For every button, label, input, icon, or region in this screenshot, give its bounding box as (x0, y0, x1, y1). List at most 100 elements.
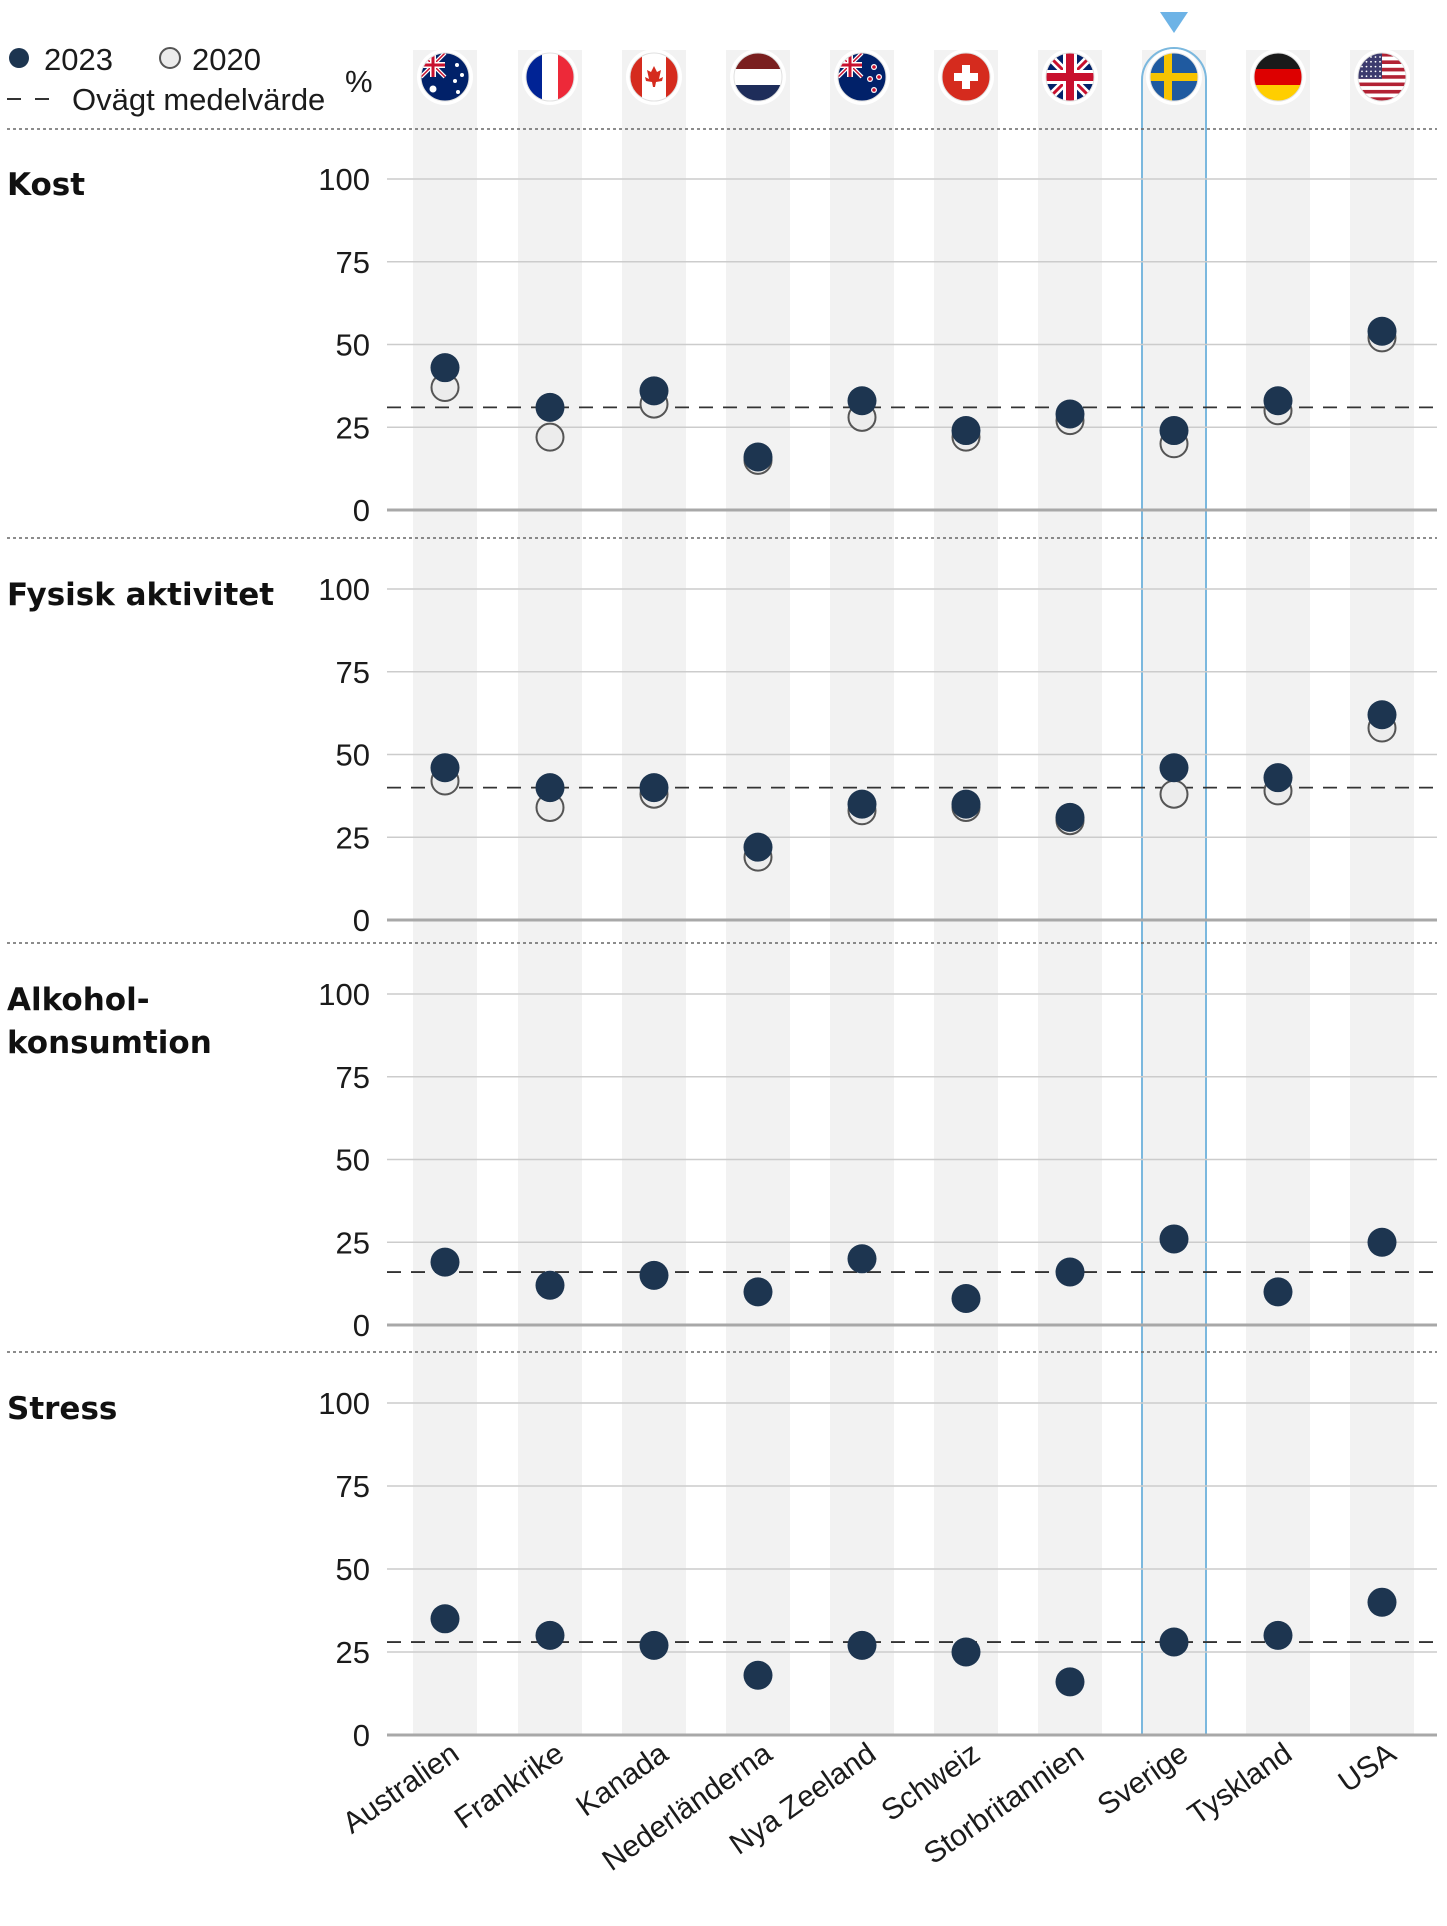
panel-2: Alkohol-konsumtion 0 25 50 75 100 (7, 942, 1437, 1343)
panel-3: Stress 0 25 50 75 100 (7, 1351, 1437, 1753)
dot-2023-kanada (639, 773, 669, 803)
usa-flag-icon (1354, 49, 1410, 105)
column-band-6 (1038, 50, 1102, 1735)
column-band-1 (518, 50, 582, 1735)
legend-marker-2023 (9, 48, 29, 68)
panel-title: Fysisk aktivitet (7, 577, 274, 613)
dot-2023-usa (1367, 1227, 1397, 1257)
panels: Kost 0 25 50 75 100 Fysisk aktivitet 0 25 50 75 100… (7, 128, 1437, 1753)
dot-2023-schweiz (951, 416, 981, 446)
dot-2023-storbritannien (1055, 1257, 1085, 1287)
highlight-column-outline (1141, 47, 1207, 1735)
dot-2023-schweiz (951, 1637, 981, 1667)
dot-2023-schweiz (951, 789, 981, 819)
australia-flag-icon (417, 49, 473, 105)
dot-2023-tyskland (1263, 1620, 1293, 1650)
column-band-3 (726, 50, 790, 1735)
panel-1: Fysisk aktivitet 0 25 50 75 100 (7, 537, 1437, 938)
y-tick-label: 75 (336, 1469, 370, 1504)
column-band-2 (622, 50, 686, 1735)
y-tick-label: 25 (336, 820, 370, 855)
legend-label-2020: 2020 (192, 42, 261, 77)
column-band-0 (413, 50, 477, 1735)
dot-2023-nederländerna (743, 1277, 773, 1307)
dot-2023-storbritannien (1055, 399, 1085, 429)
netherlands-flag-icon (730, 49, 786, 105)
dot-2023-storbritannien (1055, 802, 1085, 832)
x-label-usa: USA (1333, 1737, 1402, 1799)
panel-title: Alkohol-konsumtion (7, 982, 212, 1061)
dot-2020-sverige (1159, 779, 1189, 809)
y-tick-label: 0 (353, 493, 370, 528)
y-tick-label: 25 (336, 1635, 370, 1670)
x-label-tyskland: Tyskland (1182, 1737, 1298, 1832)
y-tick-label: 0 (353, 1718, 370, 1753)
column-band-5 (934, 50, 998, 1735)
dot-2023-usa (1367, 700, 1397, 730)
dot-2023-tyskland (1263, 763, 1293, 793)
dot-2023-frankrike (535, 392, 565, 422)
panel-title: Kost (7, 167, 85, 203)
new-zealand-flag-icon (834, 49, 890, 105)
legend: 2023 2020 Ovägt medelvärde % (7, 42, 373, 117)
column-bands (413, 50, 1414, 1735)
panel-0: Kost 0 25 50 75 100 (7, 128, 1437, 528)
y-tick-label: 75 (336, 245, 370, 280)
column-band-9 (1350, 50, 1414, 1735)
y-tick-label: 75 (336, 1060, 370, 1095)
dot-2023-nya-zeeland (847, 386, 877, 416)
united-kingdom-flag-icon (1042, 49, 1098, 105)
dot-2023-sverige (1159, 753, 1189, 783)
dot-2023-storbritannien (1055, 1667, 1085, 1697)
dot-2023-australien (430, 1604, 460, 1634)
y-tick-label: 0 (353, 903, 370, 938)
column-band-4 (830, 50, 894, 1735)
y-tick-label: 50 (336, 1143, 370, 1178)
dot-2023-nederländerna (743, 442, 773, 472)
y-tick-label: 50 (336, 738, 370, 773)
germany-flag-icon (1250, 49, 1306, 105)
dot-2023-frankrike (535, 1270, 565, 1300)
dot-2023-nederländerna (743, 1660, 773, 1690)
highlight-marker-icon (1160, 12, 1188, 33)
dot-2023-australien (430, 1247, 460, 1277)
x-label-frankrike: Frankrike (449, 1737, 570, 1836)
y-tick-label: 50 (336, 1552, 370, 1587)
dot-2023-frankrike (535, 1620, 565, 1650)
dot-2023-kanada (639, 1260, 669, 1290)
dot-2023-tyskland (1263, 1277, 1293, 1307)
switzerland-flag-icon (938, 49, 994, 105)
y-tick-label: 75 (336, 655, 370, 690)
dot-2023-usa (1367, 1587, 1397, 1617)
dot-2023-nederländerna (743, 832, 773, 862)
y-tick-label: 0 (353, 1308, 370, 1343)
dot-2023-nya-zeeland (847, 789, 877, 819)
dot-2023-australien (430, 353, 460, 383)
legend-label-2023: 2023 (44, 42, 113, 77)
dot-2023-nya-zeeland (847, 1630, 877, 1660)
unit-label: % (345, 64, 373, 99)
dot-2023-tyskland (1263, 386, 1293, 416)
column-band-8 (1246, 50, 1310, 1735)
x-label-sverige: Sverige (1092, 1737, 1194, 1822)
panel-title: Stress (7, 1391, 117, 1427)
dot-2023-kanada (639, 376, 669, 406)
dot-2023-frankrike (535, 773, 565, 803)
y-tick-label: 100 (318, 162, 370, 197)
dot-2023-australien (430, 753, 460, 783)
y-tick-label: 25 (336, 410, 370, 445)
y-tick-label: 25 (336, 1225, 370, 1260)
flag-row (417, 49, 1410, 105)
sweden-flag-icon (1146, 49, 1202, 105)
dot-2023-sverige (1159, 1627, 1189, 1657)
legend-label-mean: Ovägt medelvärde (72, 82, 325, 117)
legend-marker-2020 (159, 47, 181, 69)
canada-flag-icon (626, 49, 682, 105)
y-tick-label: 50 (336, 328, 370, 363)
y-tick-label: 100 (318, 1386, 370, 1421)
y-tick-label: 100 (318, 977, 370, 1012)
dot-2023-schweiz (951, 1284, 981, 1314)
dot-2023-sverige (1159, 416, 1189, 446)
